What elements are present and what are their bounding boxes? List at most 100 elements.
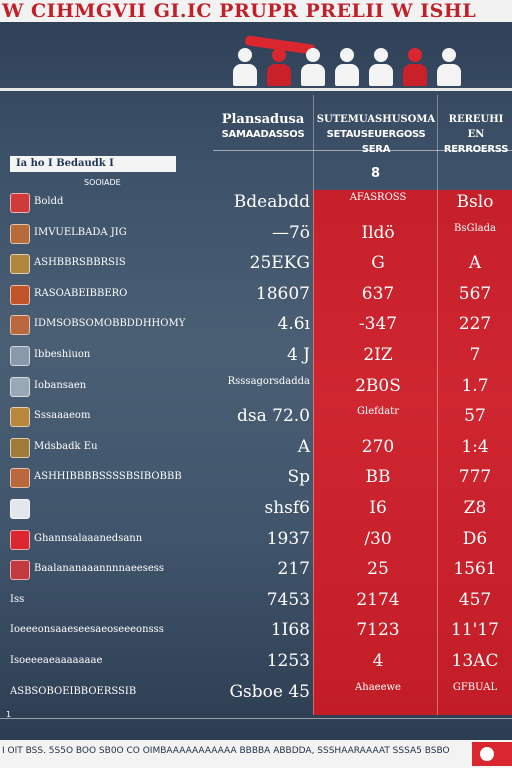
value-cell: 2IZ [363,345,393,365]
row-label: ASHHIBBBBSSSSBSIBOBBB [34,471,182,483]
person-icon [232,48,258,88]
value-cell: Glefdatr [357,406,399,418]
row-label: ASBSOBOEIBBOERSSIB [10,685,137,697]
value-cell: Ildö [361,222,395,243]
table-row: ASHBBRSBBRSIS 25EKG G A [0,249,512,279]
value-cell: 13AC [451,651,499,671]
header-rule [213,150,512,151]
person-icon [266,48,292,88]
row-label: ASHBBRSBBRSIS [34,257,126,269]
value-cell: 7453 [266,589,310,610]
value-cell: 1253 [266,651,310,671]
section-label: Ia ho I Bedaudk I [10,156,176,172]
square-icon [10,376,30,397]
row-label: Baalananaaannnnaeesess [34,563,165,575]
red-circle-logo [472,742,512,766]
value-cell: BB [365,467,391,488]
value-cell: dsa 72.0 [237,406,310,427]
value-cell: 227 [458,314,492,335]
value-cell: 2B0S [355,375,401,396]
crest-icon [10,407,30,428]
value-cell: Bdeabdd [233,192,310,212]
highlight-panel [313,190,512,715]
value-cell: —7ö [271,222,310,243]
value-cell: GFBUAL [452,681,498,693]
table-row: Isoeeeaeaaaaaaae 1253 4 13AC [0,647,512,677]
value-cell: 457 [458,589,492,610]
column-subtitle: SAMAADASSOS [221,129,305,140]
value-cell: 217 [277,559,310,580]
row-label: IMVUELBADA JIG [34,226,127,238]
value-cell: 1:4 [461,436,489,457]
value-cell: AFASROSS [349,192,407,203]
row-label: Ibbeshiuon [34,349,91,360]
badge-icon [10,254,30,275]
table-row: Ghannsalaaanedsann 1937/30 D6 [0,525,512,555]
value-cell: G [371,253,385,274]
header-divider [0,88,512,91]
crest-icon [10,315,30,336]
column-title: REREUHI EN [448,114,504,140]
table-row: IDMSOBSOMOBBDDHHOMY 4.6ı -347 227 [0,310,512,340]
column-divider [313,95,314,715]
value-cell: shsf6 [264,498,310,518]
value-cell: Z8 [463,498,487,518]
value-cell: 2174 [356,589,400,610]
row-label: Iobansaen [34,379,87,391]
column-subtitle: SETAUSEUERGOSS SERA [326,129,426,155]
table-row: Iobansaen Rsssagorsdadda 2B0S 1.7 [0,372,512,402]
value-cell: 18607 [255,283,310,304]
table-row: ASHHIBBBBSSSSBSIBOBBB Sp BB 777 [0,463,512,493]
row-label: Boldd [34,196,64,207]
badge-icon [10,437,30,458]
value-cell: 270 [361,436,395,457]
people-illustration [232,38,462,88]
value-cell: 25EKG [249,253,310,274]
footer-rule [0,718,512,719]
value-cell: 25 [367,559,389,580]
value-cell: Bslo [456,192,494,212]
value-cell: -347 [358,314,398,335]
table-row: shsf6 I6 Z8 [0,494,512,524]
row-label: IDMSOBSOMOBBDDHHOMY [34,318,186,330]
row-label: RASOABEIBBERO [34,287,128,299]
value-cell: 4 [372,651,384,671]
table-row: Mdsbadk Eu A 270 1:4 [0,433,512,463]
value-cell: Ahaeewe [355,681,401,693]
flag-icon [10,193,30,213]
table-row: ASBSOBOEIBBOERSSIB Gsboe 45 Ahaeewe GFBUAL [0,678,512,708]
row-label: Ghannsalaaanedsann [34,532,143,544]
value-cell: 57 [464,406,486,427]
value-cell: 4.6ı [277,314,310,335]
page-title: W CIHMGVII GI.IC PRUPR PRELII W ISHL [0,0,512,22]
row-label: Isoeeeaeaaaaaaae [10,655,103,666]
column-header-3: REREUHI EN RERROERSS [440,112,512,157]
person-icon [300,48,326,88]
value-cell: BsGlada [454,222,496,234]
row-label: Iss [10,593,25,605]
person-icon [436,48,462,88]
value-cell: 1I68 [270,620,310,641]
row-label: Ioeeeonsaaeseesaeoseeeonsss [10,624,164,636]
flag-icon [10,499,30,519]
value-cell: 567 [458,283,492,304]
value-cell: Rsssagorsdadda [227,375,310,387]
value-cell: 7 [469,345,481,365]
person-icon [368,48,394,88]
value-cell: I6 [369,498,387,518]
column-title: SUTEMUASHUSOMA [316,114,436,125]
table-row: Baalananaaannnnaeesess 217 25 1561 [0,555,512,585]
value-cell: Sp [287,467,310,488]
value-cell: 1.7 [461,375,489,396]
column-subtitle: RERROERSS [443,144,509,155]
value-cell: 1561 [453,559,497,580]
column-header-1: Plansadusa SAMAADASSOS [213,112,313,142]
value-cell: A [468,253,482,274]
crest-icon [10,284,30,305]
table-row: Ibbeshiuon 4 J 2IZ 7 [0,341,512,371]
value-cell: 11'17 [451,620,499,641]
value-cell: 777 [458,467,492,488]
flag-icon [10,560,30,581]
table-row: Ioeeeonsaaeseesaeoseeeonsss 1I68 7123 11'17 [0,616,512,646]
person-icon [402,48,428,88]
